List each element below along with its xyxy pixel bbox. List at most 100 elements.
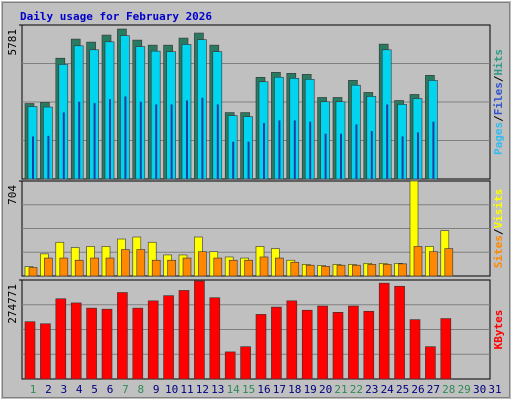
bar	[147, 300, 159, 380]
x-tick-label: 16	[257, 383, 270, 396]
bar	[321, 265, 330, 277]
bar	[101, 308, 113, 380]
bar	[209, 297, 221, 380]
bar	[275, 257, 284, 277]
bar	[216, 104, 219, 179]
bar	[370, 131, 373, 179]
legend-entry: Hits	[492, 49, 505, 76]
x-tick-label: 25	[396, 383, 409, 396]
x-tick-label: 11	[180, 383, 193, 396]
legend: Pages/Files/Hits	[492, 49, 505, 155]
bar	[413, 246, 423, 277]
bar	[336, 264, 346, 277]
bar	[255, 314, 267, 380]
bar	[340, 133, 342, 179]
x-tick-label: 5	[91, 383, 98, 396]
bar	[378, 282, 390, 380]
bar	[90, 257, 99, 277]
x-tick-label: 4	[76, 383, 83, 396]
legend-separator: /	[492, 228, 505, 235]
x-tick-label: 3	[60, 383, 67, 396]
bar	[259, 256, 269, 277]
bar	[290, 261, 300, 277]
x-tick-label: 10	[165, 383, 178, 396]
x-tick-label: 1	[30, 383, 37, 396]
bar	[348, 305, 359, 380]
bar	[28, 267, 38, 277]
bar	[40, 323, 51, 380]
bar	[263, 123, 265, 179]
bar	[398, 263, 407, 277]
bar	[121, 249, 130, 277]
bar	[32, 136, 34, 179]
bar	[201, 97, 204, 179]
bar	[117, 292, 128, 380]
bar	[401, 136, 404, 179]
legend-entry: Files	[492, 82, 505, 115]
bar	[440, 318, 452, 380]
x-tick-label: 27	[427, 383, 440, 396]
bar	[78, 101, 81, 179]
bar	[286, 300, 298, 380]
x-tick-label: 29	[458, 383, 471, 396]
bar	[24, 321, 36, 380]
bar	[213, 257, 223, 277]
bar	[232, 141, 235, 179]
x-tick-label: 24	[381, 383, 395, 396]
bar	[417, 132, 419, 179]
bar	[444, 248, 454, 277]
bar	[163, 295, 174, 380]
x-tick-label: 7	[122, 383, 129, 396]
bar	[182, 257, 192, 277]
bar	[352, 264, 361, 277]
bar	[301, 309, 313, 380]
legend-entry: KBytes	[492, 310, 505, 350]
x-tick-label: 12	[196, 383, 209, 396]
bar	[355, 124, 358, 179]
bar	[151, 259, 161, 277]
bar	[382, 264, 392, 277]
bar	[198, 251, 207, 277]
bar	[170, 104, 173, 179]
x-tick-label: 18	[288, 383, 301, 396]
bar	[386, 104, 389, 179]
bar	[62, 112, 65, 179]
bar	[425, 346, 436, 380]
legend-separator: /	[492, 115, 505, 122]
bar	[429, 251, 438, 277]
x-tick-label: 28	[442, 383, 455, 396]
bar	[55, 298, 67, 380]
chart-title: Daily usage for February 2026	[20, 10, 212, 23]
legend-entry: Sites	[492, 235, 505, 268]
x-tick-label: 23	[365, 383, 378, 396]
x-tick-label: 8	[137, 383, 144, 396]
bar	[363, 310, 375, 380]
bar	[86, 307, 97, 380]
x-tick-label: 30	[473, 383, 486, 396]
bar	[47, 135, 50, 179]
bar	[136, 249, 146, 277]
bar	[293, 120, 296, 179]
x-tick-label: 22	[350, 383, 363, 396]
bar	[194, 280, 205, 380]
x-tick-label: 13	[211, 383, 224, 396]
x-tick-label: 15	[242, 383, 255, 396]
bar	[309, 121, 312, 179]
bar	[305, 264, 315, 277]
bar	[105, 257, 115, 277]
bar	[367, 264, 377, 277]
x-tick-label: 21	[334, 383, 347, 396]
bar	[70, 302, 82, 380]
bar	[324, 133, 327, 179]
x-tick-label: 6	[107, 383, 114, 396]
bar	[109, 99, 111, 179]
legend: Sites/Visits	[492, 189, 505, 269]
x-tick-label: 19	[304, 383, 317, 396]
legend-entry: Visits	[492, 189, 505, 229]
bar	[332, 312, 344, 380]
bar	[394, 285, 405, 380]
bar	[244, 259, 253, 277]
bar	[74, 259, 84, 277]
